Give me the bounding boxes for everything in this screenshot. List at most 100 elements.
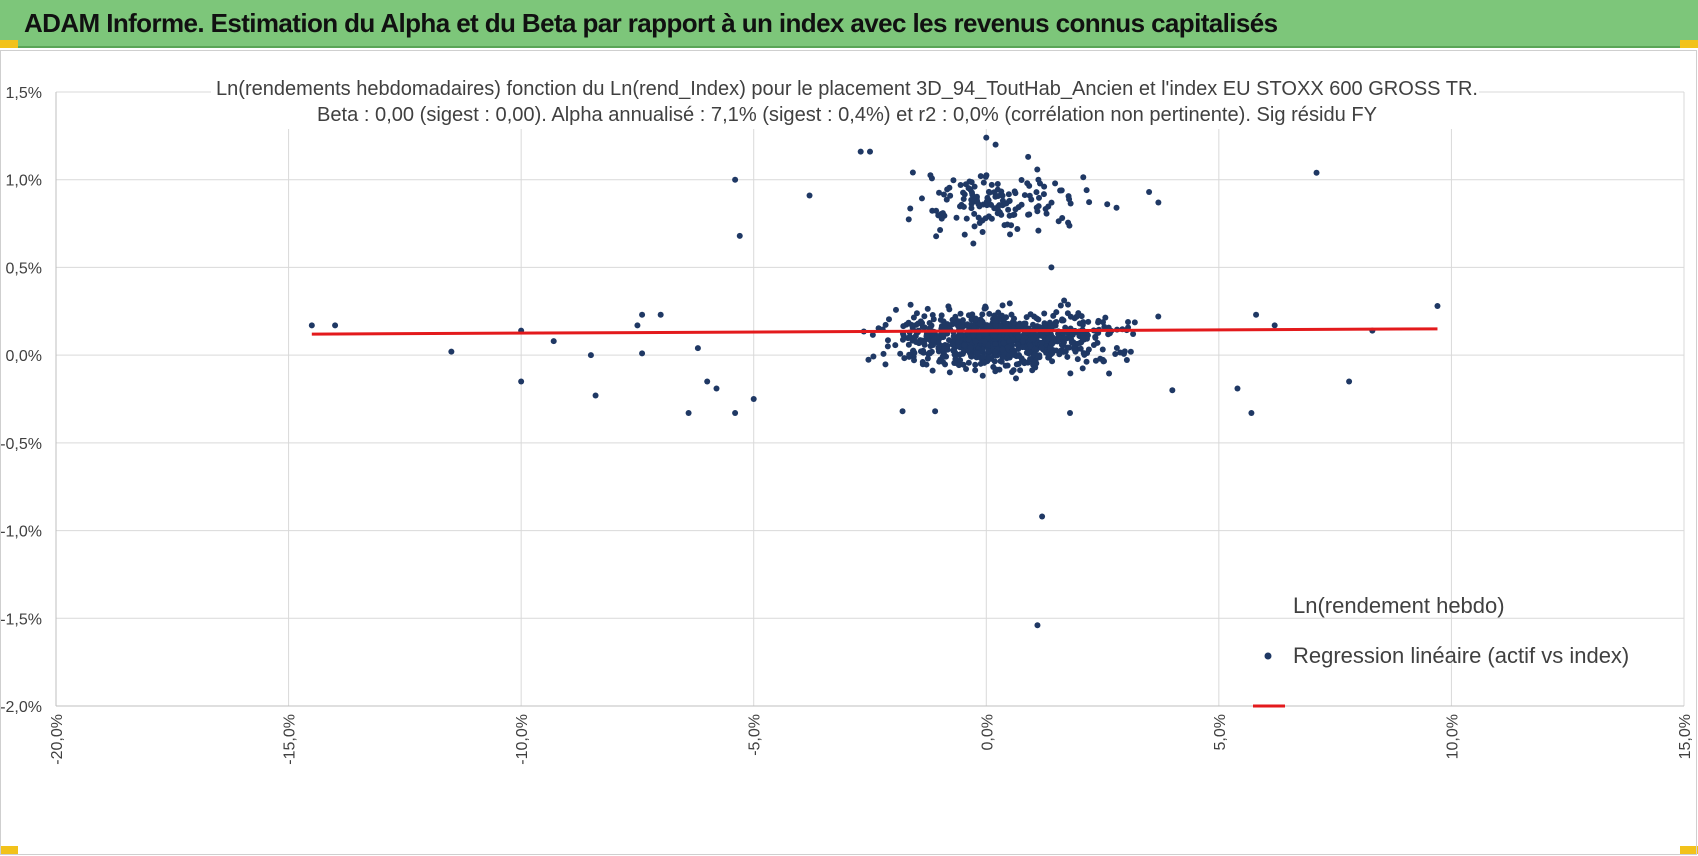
scatter-point: [1033, 189, 1040, 196]
scatter-point: [932, 408, 939, 415]
scatter-point: [1127, 348, 1134, 355]
scatter-point: [960, 189, 967, 196]
scatter-point: [991, 205, 998, 212]
scatter-point: [1346, 378, 1353, 385]
scatter-point: [1076, 320, 1083, 327]
scatter-point: [1011, 315, 1018, 322]
scatter-point: [1079, 335, 1086, 342]
scatter-point: [1086, 199, 1093, 206]
scatter-point: [901, 355, 908, 362]
scatter-point: [985, 348, 992, 355]
scatter-point: [975, 214, 982, 221]
scatter-point: [938, 215, 945, 222]
scatter-point: [1032, 357, 1039, 364]
scatter-point: [1025, 153, 1032, 160]
scatter-point: [946, 369, 953, 376]
scatter-point: [1048, 264, 1055, 271]
scatter-point: [869, 331, 876, 338]
scatter-point: [905, 216, 912, 223]
scatter-point: [867, 148, 873, 155]
scatter-point: [911, 334, 918, 341]
scatter-point: [960, 196, 967, 203]
scatter-point: [976, 220, 983, 227]
scatter-point: [944, 346, 951, 353]
scatter-point: [971, 223, 978, 230]
scatter-point: [1092, 357, 1099, 364]
y-tick-label: -0,5%: [1, 436, 42, 453]
scatter-point: [983, 172, 990, 179]
scatter-point: [1004, 344, 1011, 351]
scatter-point: [1102, 314, 1109, 321]
scatter-point: [933, 207, 940, 214]
scatter-point: [639, 350, 646, 357]
scatter-point: [1130, 330, 1137, 337]
scatter-point: [308, 322, 315, 329]
header-bar: ADAM Informe. Estimation du Alpha et du …: [0, 0, 1698, 48]
scatter-point: [959, 317, 966, 324]
scatter-point: [1057, 187, 1064, 194]
x-tick-label: -5,0%: [747, 714, 764, 756]
scatter-point: [1018, 355, 1025, 362]
scatter-point: [1012, 190, 1019, 197]
scatter-point: [750, 396, 757, 402]
scatter-point: [1039, 513, 1046, 520]
scatter-point: [940, 331, 947, 338]
scatter-point: [1073, 313, 1080, 320]
scatter-point: [968, 353, 975, 360]
legend-label-scatter: Ln(rendement hebdo): [1293, 593, 1505, 618]
scatter-point: [1061, 297, 1068, 304]
scatter-point: [992, 340, 999, 347]
scatter-point: [1050, 312, 1057, 319]
scatter-point: [924, 355, 931, 362]
scatter-point: [1023, 349, 1030, 356]
scatter-point: [1066, 344, 1073, 351]
scatter-point: [997, 323, 1004, 330]
scatter-point: [1101, 323, 1108, 330]
scatter-point: [865, 356, 872, 363]
scatter-point: [882, 361, 889, 368]
scatter-point: [882, 321, 889, 328]
scatter-point: [975, 334, 982, 341]
scatter-point: [1002, 320, 1009, 327]
scatter-point: [938, 312, 945, 319]
scatter-point: [913, 310, 920, 317]
scatter-point: [1049, 350, 1056, 357]
scatter-point: [921, 313, 928, 320]
scatter-point: [939, 210, 946, 217]
scatter-point: [1037, 180, 1044, 187]
scatter-point: [870, 353, 877, 360]
scatter-point: [999, 192, 1006, 199]
scatter-point: [959, 324, 966, 331]
scatter-point: [1090, 342, 1097, 349]
scatter-point: [977, 173, 984, 180]
scatter-point: [923, 333, 930, 340]
regression-line: [311, 327, 1438, 336]
scatter-point: [983, 134, 990, 141]
scatter-point: [919, 323, 926, 330]
scatter-point: [908, 321, 915, 328]
scatter-point: [955, 338, 962, 345]
scatter-point: [973, 316, 980, 323]
scatter-point: [929, 367, 936, 374]
scatter-point: [909, 169, 916, 176]
scatter-point: [587, 352, 594, 359]
scatter-point: [1078, 313, 1085, 320]
scatter-point: [1169, 387, 1176, 394]
corner-accent-top-left: [0, 40, 18, 48]
scatter-point: [988, 215, 995, 222]
scatter-point: [899, 336, 906, 343]
scatter-point: [979, 311, 986, 318]
scatter-point: [685, 410, 692, 417]
scatter-point: [1064, 353, 1071, 360]
y-tick-label: 1,5%: [6, 85, 42, 102]
scatter-point: [970, 333, 977, 340]
scatter-point: [1018, 177, 1025, 184]
scatter-point: [943, 196, 950, 203]
scatter-point: [940, 191, 947, 198]
x-tick-label: -20,0%: [49, 714, 66, 765]
scatter-point: [946, 337, 953, 344]
scatter-point: [1034, 622, 1041, 629]
scatter-point: [1052, 180, 1059, 187]
scatter-point: [1010, 367, 1017, 374]
scatter-point: [926, 349, 933, 356]
